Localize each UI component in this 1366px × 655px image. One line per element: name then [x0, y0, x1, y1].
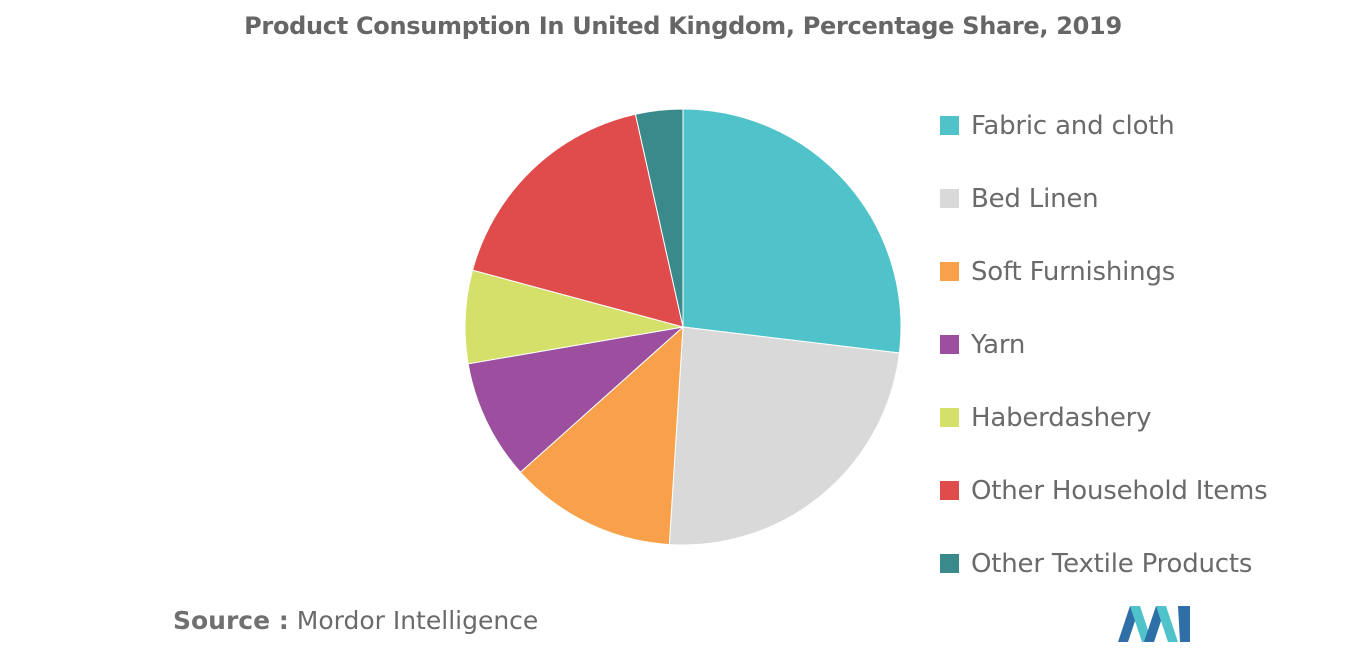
legend-label: Yarn [971, 329, 1026, 360]
mordor-intelligence-logo-icon [1118, 606, 1190, 642]
legend-swatch [940, 262, 959, 281]
legend-swatch [940, 335, 959, 354]
legend-item: Yarn [940, 308, 1267, 381]
legend-label: Fabric and cloth [971, 110, 1175, 141]
pie-slice-fabric-and-cloth [682, 108, 902, 354]
source-prefix: Source : [173, 606, 289, 635]
source-name: Mordor Intelligence [296, 606, 539, 635]
legend-swatch [940, 554, 959, 573]
chart-title: Product Consumption In United Kingdom, P… [244, 12, 1122, 40]
pie-slice-soft-furnishings [519, 325, 684, 546]
legend-swatch [940, 481, 959, 500]
chart-legend: Fabric and cloth Bed Linen Soft Furnishing… [940, 89, 1268, 600]
legend-item: Fabric and cloth [940, 89, 1267, 162]
pie-slice-bed-linen [668, 326, 901, 546]
legend-label: Soft Furnishings [971, 256, 1176, 287]
legend-swatch [940, 116, 959, 135]
pie-slice-yarn [467, 326, 685, 473]
legend-label: Bed Linen [971, 183, 1099, 214]
legend-label: Other Textile Products [971, 548, 1253, 579]
pie-slice-other-household-items [471, 113, 684, 328]
legend-item: Haberdashery [940, 381, 1267, 454]
source-note: Source : Mordor Intelligence [173, 606, 538, 635]
pie-slice-other-textile-products [634, 108, 684, 328]
legend-item: Other Household Items [940, 454, 1268, 527]
legend-item: Other Textile Products [940, 527, 1267, 600]
legend-label: Haberdashery [971, 402, 1152, 433]
legend-swatch [940, 408, 959, 427]
legend-item: Bed Linen [940, 162, 1267, 235]
legend-item: Soft Furnishings [940, 235, 1267, 308]
legend-label: Other Household Items [971, 475, 1268, 506]
legend-swatch [940, 189, 959, 208]
